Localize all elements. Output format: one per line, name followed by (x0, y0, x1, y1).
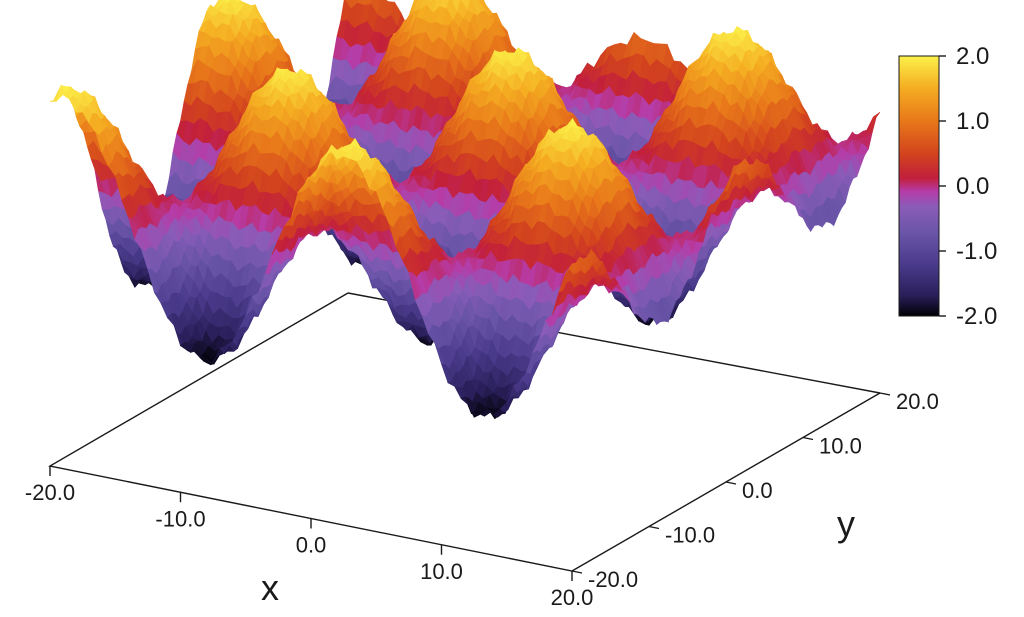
surface-mesh (49, 0, 881, 420)
